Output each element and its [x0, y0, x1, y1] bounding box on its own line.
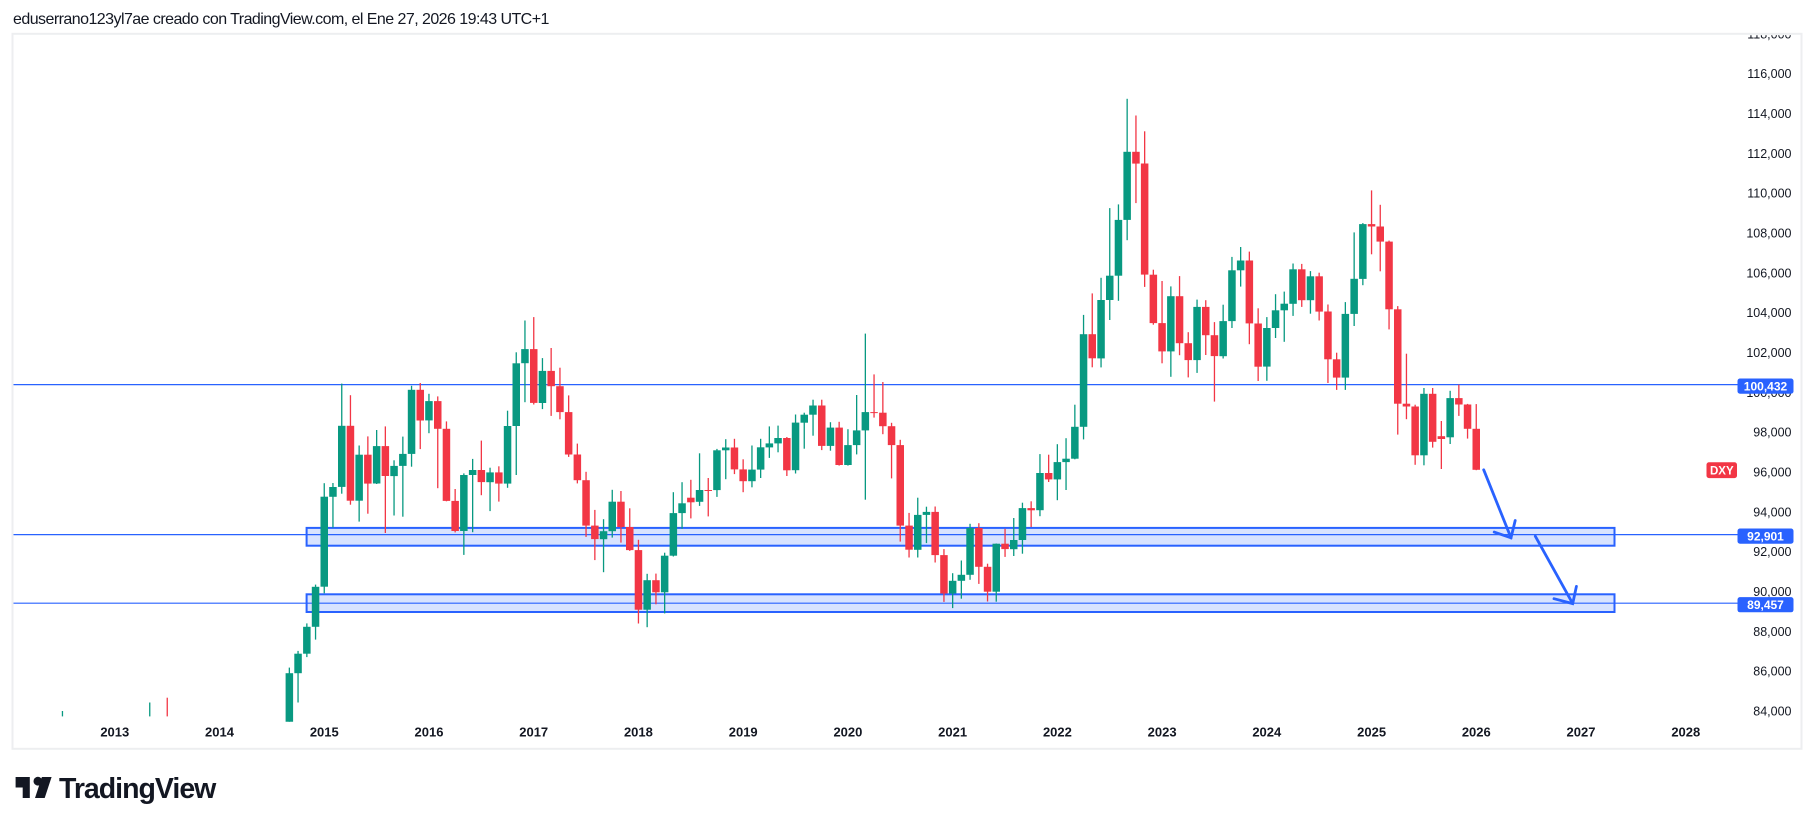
- svg-text:2022: 2022: [1043, 725, 1072, 740]
- svg-text:2025: 2025: [1357, 725, 1386, 740]
- svg-text:112,000: 112,000: [1747, 147, 1791, 161]
- svg-text:100,432: 100,432: [1744, 379, 1788, 393]
- svg-text:92,000: 92,000: [1753, 545, 1791, 559]
- svg-text:92,901: 92,901: [1747, 529, 1784, 543]
- svg-text:88,000: 88,000: [1753, 625, 1791, 639]
- svg-text:104,000: 104,000: [1746, 306, 1791, 320]
- svg-text:2023: 2023: [1148, 725, 1177, 740]
- svg-text:110,000: 110,000: [1747, 187, 1791, 201]
- svg-text:2015: 2015: [310, 725, 339, 740]
- svg-text:2014: 2014: [205, 725, 235, 740]
- svg-text:TradingView: TradingView: [59, 773, 217, 805]
- svg-text:2027: 2027: [1567, 725, 1596, 740]
- svg-text:116,000: 116,000: [1747, 67, 1791, 81]
- svg-text:2013: 2013: [100, 725, 129, 740]
- svg-text:2016: 2016: [415, 725, 444, 740]
- svg-text:2024: 2024: [1252, 725, 1282, 740]
- svg-text:118,000: 118,000: [1747, 27, 1791, 41]
- svg-text:DXY: DXY: [1710, 466, 1734, 478]
- svg-text:2018: 2018: [624, 725, 653, 740]
- svg-text:2017: 2017: [519, 725, 548, 740]
- svg-text:102,000: 102,000: [1746, 346, 1791, 360]
- svg-text:98,000: 98,000: [1753, 426, 1791, 440]
- svg-text:2026: 2026: [1462, 725, 1491, 740]
- svg-text:108,000: 108,000: [1746, 226, 1791, 240]
- svg-text:84,000: 84,000: [1753, 704, 1791, 718]
- svg-text:2028: 2028: [1671, 725, 1700, 740]
- svg-text:96,000: 96,000: [1753, 465, 1791, 479]
- svg-text:2021: 2021: [938, 725, 967, 740]
- svg-text:106,000: 106,000: [1746, 266, 1791, 280]
- svg-text:86,000: 86,000: [1753, 665, 1791, 679]
- svg-text:2020: 2020: [833, 725, 862, 740]
- svg-text:90,000: 90,000: [1753, 585, 1791, 599]
- svg-text:94,000: 94,000: [1753, 505, 1791, 519]
- svg-text:eduserrano123yl7ae creado con: eduserrano123yl7ae creado con TradingVie…: [13, 11, 549, 28]
- svg-text:2019: 2019: [729, 725, 758, 740]
- svg-text:89,457: 89,457: [1747, 598, 1784, 612]
- svg-text:114,000: 114,000: [1747, 107, 1791, 121]
